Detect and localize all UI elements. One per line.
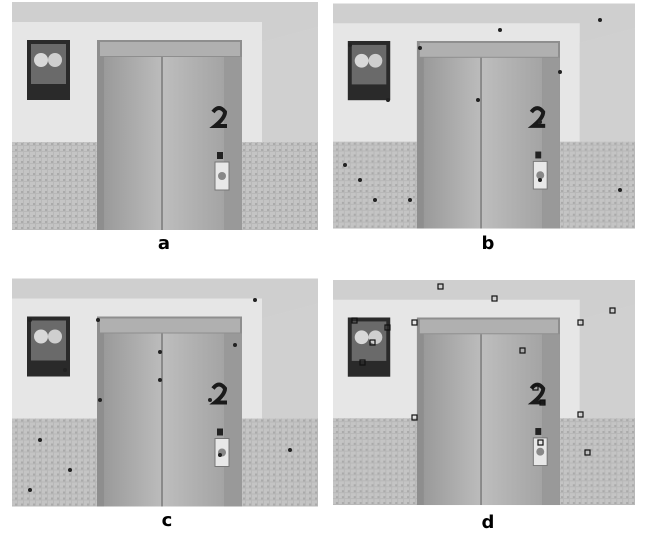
panel-label: c <box>162 510 173 531</box>
photo <box>12 279 318 507</box>
panel-d <box>333 280 635 505</box>
panel-c <box>12 279 318 507</box>
panel-a <box>12 2 318 230</box>
panel-label: b <box>482 233 495 254</box>
photo <box>333 280 635 505</box>
photo <box>333 3 635 228</box>
figure: a b c d <box>0 0 645 538</box>
panel-label: a <box>158 233 170 254</box>
panel-label: d <box>482 512 495 533</box>
photo <box>12 2 318 230</box>
panel-b <box>333 3 635 228</box>
